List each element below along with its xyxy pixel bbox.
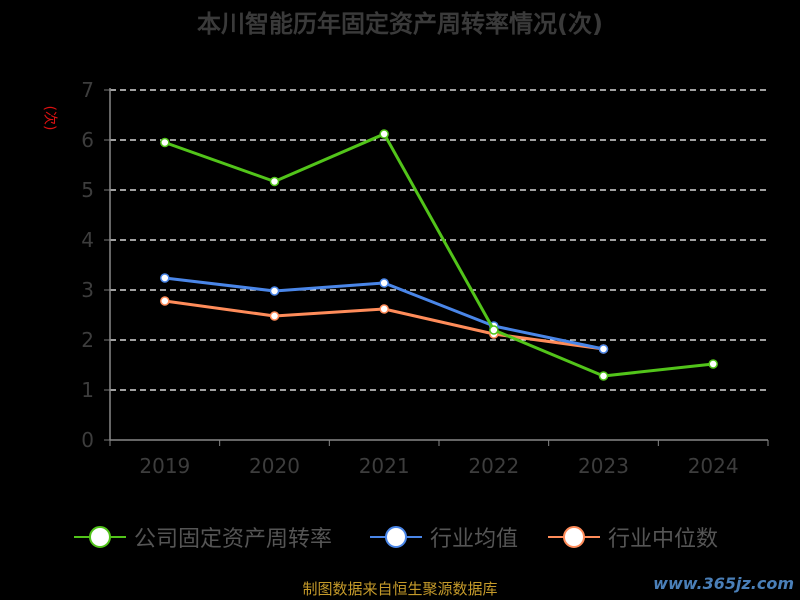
- data-point: [269, 286, 280, 296]
- y-tick-label: 4: [81, 228, 94, 252]
- data-point: [598, 371, 609, 381]
- legend-swatch-company: [74, 521, 126, 553]
- x-tick-label: 2021: [359, 454, 410, 478]
- data-point: [269, 176, 280, 187]
- x-tick-label: 2022: [468, 454, 519, 478]
- legend-item-company[interactable]: 公司固定资产周转率: [74, 521, 332, 553]
- chart-title: 本川智能历年固定资产周转率情况(次): [197, 10, 603, 38]
- y-tick-label: 5: [81, 178, 94, 202]
- x-tick-label: 2024: [688, 454, 739, 478]
- legend-item-industry-median[interactable]: 行业中位数: [548, 521, 718, 553]
- y-tick-label: 6: [81, 128, 94, 152]
- data-source-note: 制图数据来自恒生聚源数据库: [302, 580, 498, 598]
- x-tick-label: 2023: [578, 454, 629, 478]
- data-point: [269, 311, 280, 321]
- data-point: [708, 359, 718, 369]
- y-tick-label: 0: [81, 428, 94, 452]
- y-tick-label: 2: [81, 328, 94, 352]
- data-point: [598, 344, 609, 354]
- legend-swatch-industry-median: [548, 521, 600, 553]
- legend-label-industry-mean: 行业均值: [430, 527, 519, 552]
- legend: 公司固定资产周转率 行业均值 行业中位数: [0, 521, 800, 553]
- y-tick-label: 3: [81, 278, 94, 302]
- watermark: www.365jz.com: [653, 574, 794, 593]
- data-point: [160, 273, 170, 283]
- legend-label-company: 公司固定资产周转率: [134, 527, 333, 552]
- data-point: [379, 129, 389, 139]
- legend-swatch-industry-mean: [370, 521, 422, 553]
- x-tick-label: 2020: [249, 454, 300, 478]
- data-point: [379, 278, 389, 288]
- y-tick-label: 7: [81, 78, 94, 102]
- data-point: [489, 325, 499, 335]
- x-tick-label: 2019: [139, 454, 190, 478]
- legend-label-industry-median: 行业中位数: [608, 527, 719, 552]
- legend-item-industry-mean[interactable]: 行业均值: [370, 521, 518, 553]
- series-line: [164, 132, 714, 378]
- data-point: [160, 296, 170, 306]
- data-point: [379, 304, 389, 314]
- data-point: [160, 137, 170, 148]
- y-tick-label: 1: [81, 378, 94, 402]
